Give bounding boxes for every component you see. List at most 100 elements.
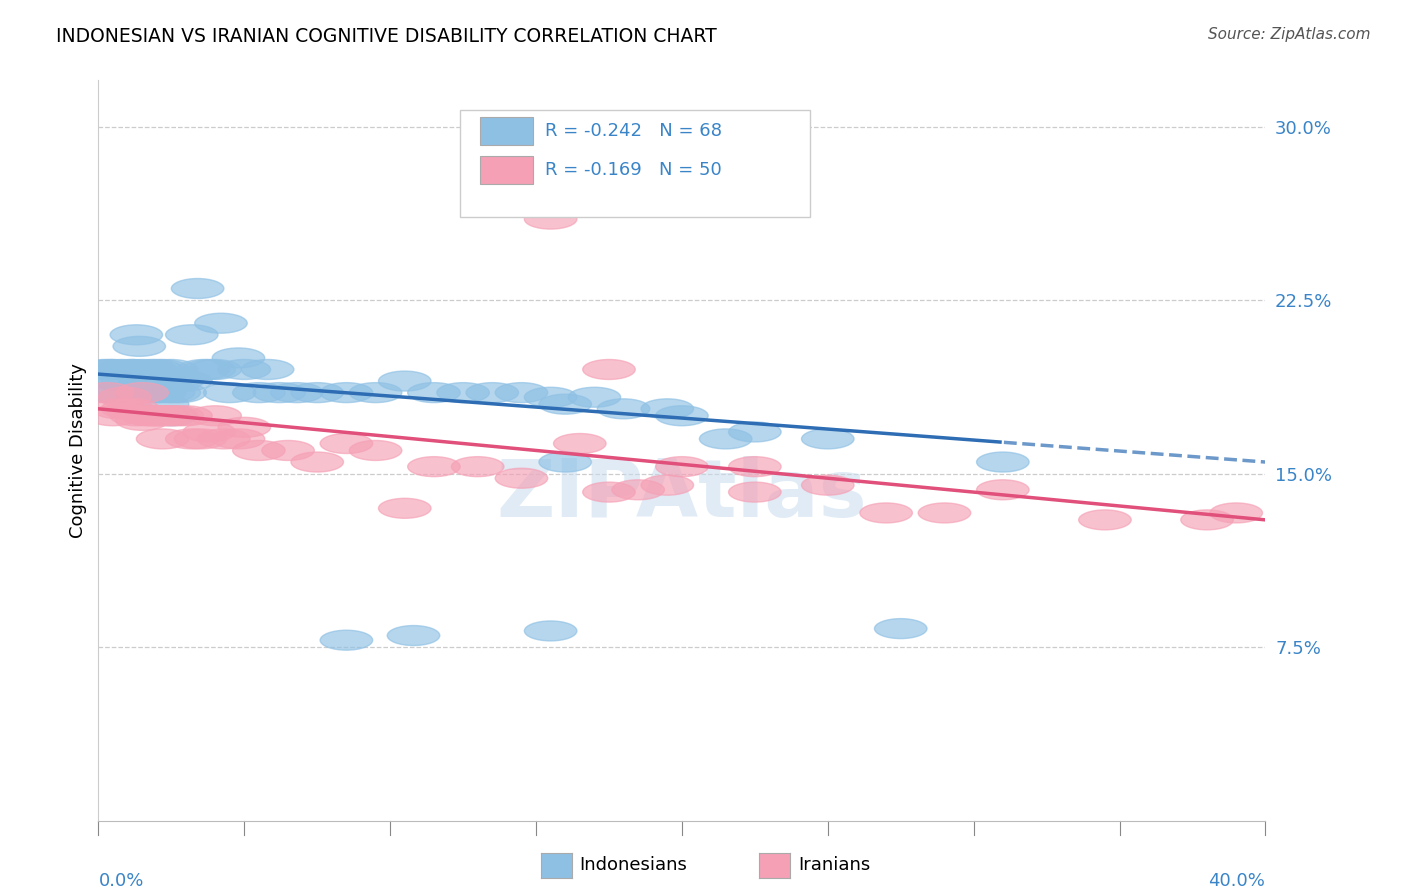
Ellipse shape — [98, 371, 150, 391]
Ellipse shape — [270, 383, 323, 402]
Ellipse shape — [728, 482, 782, 502]
Ellipse shape — [524, 209, 576, 229]
Ellipse shape — [122, 383, 174, 402]
Ellipse shape — [349, 441, 402, 460]
Ellipse shape — [321, 383, 373, 402]
Ellipse shape — [728, 457, 782, 476]
Ellipse shape — [465, 383, 519, 402]
Text: Iranians: Iranians — [799, 856, 870, 874]
Ellipse shape — [918, 503, 970, 523]
Ellipse shape — [77, 359, 131, 379]
Ellipse shape — [145, 359, 198, 379]
Ellipse shape — [122, 406, 174, 425]
Ellipse shape — [128, 371, 180, 391]
Ellipse shape — [204, 383, 256, 402]
Ellipse shape — [131, 383, 183, 402]
FancyBboxPatch shape — [479, 156, 533, 184]
Ellipse shape — [568, 387, 620, 408]
Ellipse shape — [612, 480, 665, 500]
Ellipse shape — [115, 359, 169, 379]
Ellipse shape — [801, 475, 853, 495]
Ellipse shape — [112, 336, 166, 356]
Ellipse shape — [153, 383, 207, 402]
Ellipse shape — [253, 383, 305, 402]
Ellipse shape — [875, 619, 927, 639]
Ellipse shape — [728, 422, 782, 442]
Ellipse shape — [188, 406, 242, 425]
Ellipse shape — [84, 359, 136, 379]
Ellipse shape — [166, 325, 218, 345]
Ellipse shape — [699, 429, 752, 449]
Ellipse shape — [860, 503, 912, 523]
Ellipse shape — [1078, 510, 1132, 530]
Ellipse shape — [160, 371, 212, 391]
Ellipse shape — [378, 371, 432, 391]
Text: Indonesians: Indonesians — [579, 856, 688, 874]
Ellipse shape — [212, 348, 264, 368]
Ellipse shape — [291, 452, 343, 472]
Ellipse shape — [1211, 503, 1263, 523]
Ellipse shape — [136, 394, 188, 414]
Ellipse shape — [218, 359, 270, 379]
Ellipse shape — [136, 429, 188, 449]
Ellipse shape — [104, 359, 157, 379]
Ellipse shape — [142, 383, 194, 402]
Ellipse shape — [125, 359, 177, 379]
Ellipse shape — [408, 383, 460, 402]
Ellipse shape — [101, 371, 153, 391]
Ellipse shape — [145, 406, 198, 425]
Ellipse shape — [977, 480, 1029, 500]
Y-axis label: Cognitive Disability: Cognitive Disability — [69, 363, 87, 538]
Ellipse shape — [321, 630, 373, 650]
Ellipse shape — [177, 359, 229, 379]
Ellipse shape — [188, 359, 242, 379]
Ellipse shape — [107, 399, 160, 419]
Ellipse shape — [160, 406, 212, 425]
Ellipse shape — [582, 359, 636, 379]
Text: R = -0.242   N = 68: R = -0.242 N = 68 — [546, 121, 723, 140]
Ellipse shape — [538, 452, 592, 472]
Ellipse shape — [212, 429, 264, 449]
Ellipse shape — [349, 383, 402, 402]
Ellipse shape — [232, 383, 285, 402]
Ellipse shape — [183, 422, 236, 442]
Ellipse shape — [655, 457, 709, 476]
Ellipse shape — [139, 406, 191, 425]
Ellipse shape — [110, 325, 163, 345]
Ellipse shape — [166, 429, 218, 449]
Ellipse shape — [82, 383, 134, 402]
Ellipse shape — [87, 359, 139, 379]
Ellipse shape — [582, 482, 636, 502]
Ellipse shape — [598, 399, 650, 419]
Ellipse shape — [82, 383, 134, 402]
Ellipse shape — [451, 457, 503, 476]
Ellipse shape — [110, 406, 163, 425]
Ellipse shape — [139, 371, 191, 391]
Ellipse shape — [655, 406, 709, 425]
Ellipse shape — [977, 452, 1029, 472]
Ellipse shape — [107, 359, 160, 379]
Ellipse shape — [87, 406, 139, 425]
Ellipse shape — [387, 625, 440, 646]
Ellipse shape — [538, 394, 592, 414]
Ellipse shape — [524, 387, 576, 408]
FancyBboxPatch shape — [479, 117, 533, 145]
Ellipse shape — [136, 359, 188, 379]
Ellipse shape — [131, 359, 183, 379]
Ellipse shape — [134, 406, 186, 425]
Ellipse shape — [495, 468, 548, 488]
Ellipse shape — [198, 429, 250, 449]
Ellipse shape — [90, 383, 142, 402]
Ellipse shape — [120, 371, 172, 391]
Ellipse shape — [183, 359, 236, 379]
Ellipse shape — [98, 387, 150, 408]
Ellipse shape — [641, 475, 693, 495]
Ellipse shape — [641, 399, 693, 419]
Text: 0.0%: 0.0% — [98, 871, 143, 889]
Ellipse shape — [408, 457, 460, 476]
Ellipse shape — [148, 383, 201, 402]
Text: Source: ZipAtlas.com: Source: ZipAtlas.com — [1208, 27, 1371, 42]
Text: 40.0%: 40.0% — [1209, 871, 1265, 889]
Text: ZIPAtlas: ZIPAtlas — [496, 456, 868, 534]
Ellipse shape — [101, 399, 153, 419]
